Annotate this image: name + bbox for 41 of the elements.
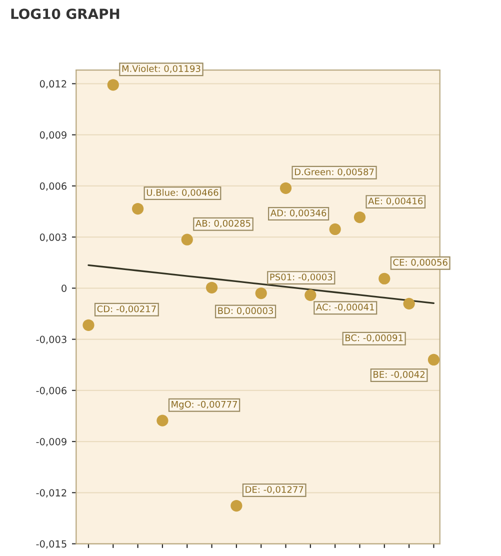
point [403,298,415,310]
point [230,500,242,512]
data-label: CE: 0,00056 [393,258,448,267]
y-tick-label: 0,003 [40,234,66,242]
data-label: AB: 0,00285 [196,220,250,228]
y-tick-label: -0,015 [36,540,66,549]
point [156,414,168,426]
data-label: PS01: -0,0003 [270,274,332,282]
data-label: MgO: -0,00777 [172,400,237,410]
data-label: U.Blue: 0,00466 [146,188,218,197]
point [107,79,119,91]
y-tick-label: 0,012 [40,80,66,89]
y-tick-label: -0,012 [36,489,66,498]
point [132,202,144,215]
y-tick-label: 0,009 [40,131,66,140]
data-label: D.Green: 0,00587 [294,168,374,176]
y-tick-label: -0,003 [36,336,66,344]
point [206,282,218,294]
point [378,272,390,284]
y-tick-label: -0,009 [36,438,66,446]
data-label: BD: 0,00003 [218,307,273,316]
data-label: BC: -0,00091 [346,334,403,342]
chart-title: LOG10 GRAPH [11,8,120,20]
point [428,354,440,366]
data-label: AD: 0,00346 [270,210,326,218]
y-tick-label: 0 [62,284,66,292]
data-label: AE: 0,00416 [368,198,423,206]
data-label: BE: -0,0042 [374,371,424,379]
y-tick-label: -0,006 [36,386,67,396]
point [255,287,267,300]
data-label: CD: -0,00217 [97,305,156,314]
point [280,182,292,194]
data-label: M.Violet: 0,01193 [122,65,200,73]
point [181,234,193,246]
y-tick-label: 0,006 [40,182,67,191]
data-label: AC: -0,00041 [316,304,374,312]
point [354,211,366,224]
point [304,289,316,301]
data-label: DE: -0,01277 [246,486,304,494]
point [329,223,341,236]
point [82,319,94,331]
